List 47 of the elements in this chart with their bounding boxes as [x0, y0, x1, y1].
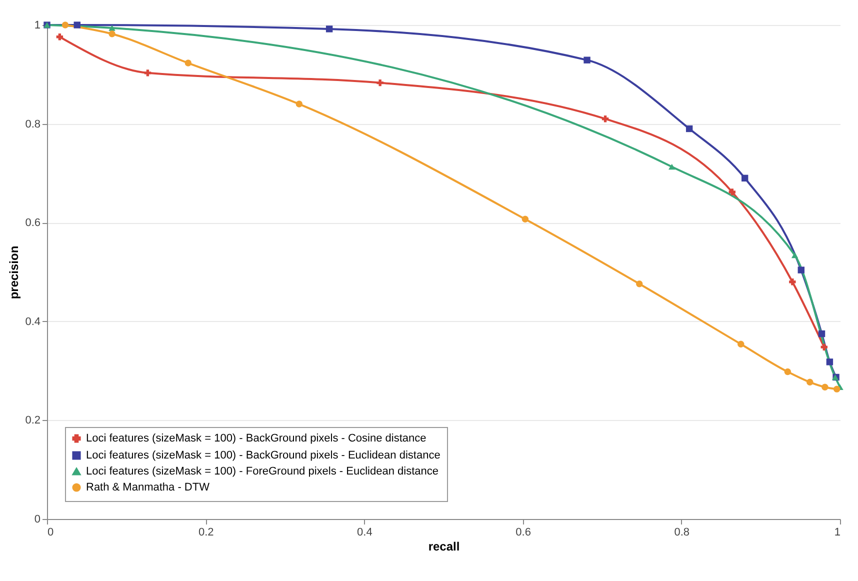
- y-axis-title: precision: [7, 246, 22, 300]
- point: [791, 252, 798, 258]
- y-tick-label: 0.2: [25, 414, 40, 427]
- x-tick-label: 0: [48, 526, 54, 538]
- point: [62, 22, 69, 28]
- x-tick-label: 0.2: [198, 526, 214, 538]
- point: [636, 280, 643, 288]
- point: [833, 386, 840, 392]
- point: [784, 368, 792, 376]
- point: [376, 79, 384, 86]
- point: [326, 26, 333, 32]
- y-tick-label: 0.6: [25, 217, 40, 230]
- point: [296, 100, 303, 108]
- point: [584, 56, 590, 64]
- point: [184, 60, 192, 66]
- point: [522, 216, 529, 222]
- y-tick-label: 0: [34, 514, 40, 526]
- point: [668, 164, 676, 170]
- point: [738, 340, 744, 348]
- x-tick-label: 0.6: [516, 526, 531, 538]
- x-tick-label: 0.8: [674, 526, 690, 538]
- point: [602, 116, 609, 122]
- point: [74, 22, 80, 28]
- point: [822, 384, 828, 390]
- x-tick-label: 1: [834, 526, 840, 538]
- legend-label: Loci features (sizeMask = 100) - BackGround pixels - Cosine distance: [86, 432, 426, 444]
- point: [806, 378, 814, 386]
- point: [820, 344, 828, 350]
- x-tick-label: 0.4: [357, 526, 372, 538]
- point: [741, 174, 748, 182]
- point: [798, 266, 804, 274]
- point: [686, 125, 693, 132]
- point: [108, 30, 116, 38]
- legend-label: Loci features (sizeMask = 100) - BackGround pixels - Euclidean distance: [86, 450, 440, 462]
- point: [826, 358, 834, 366]
- point: [818, 330, 826, 338]
- y-tick-label: 1: [34, 20, 40, 32]
- x-axis-title: recall: [428, 540, 460, 554]
- y-tick-label: 0.4: [25, 316, 40, 328]
- legend-label: Loci features (sizeMask = 100) - ForeGround pixels - Euclidean distance: [86, 466, 438, 478]
- legend-label: Rath & Manmatha - DTW: [86, 482, 210, 494]
- point: [56, 34, 64, 40]
- point: [144, 70, 152, 76]
- point: [728, 188, 736, 196]
- point: [789, 278, 796, 286]
- y-tick-label: 0.8: [25, 118, 40, 130]
- point: [108, 25, 116, 31]
